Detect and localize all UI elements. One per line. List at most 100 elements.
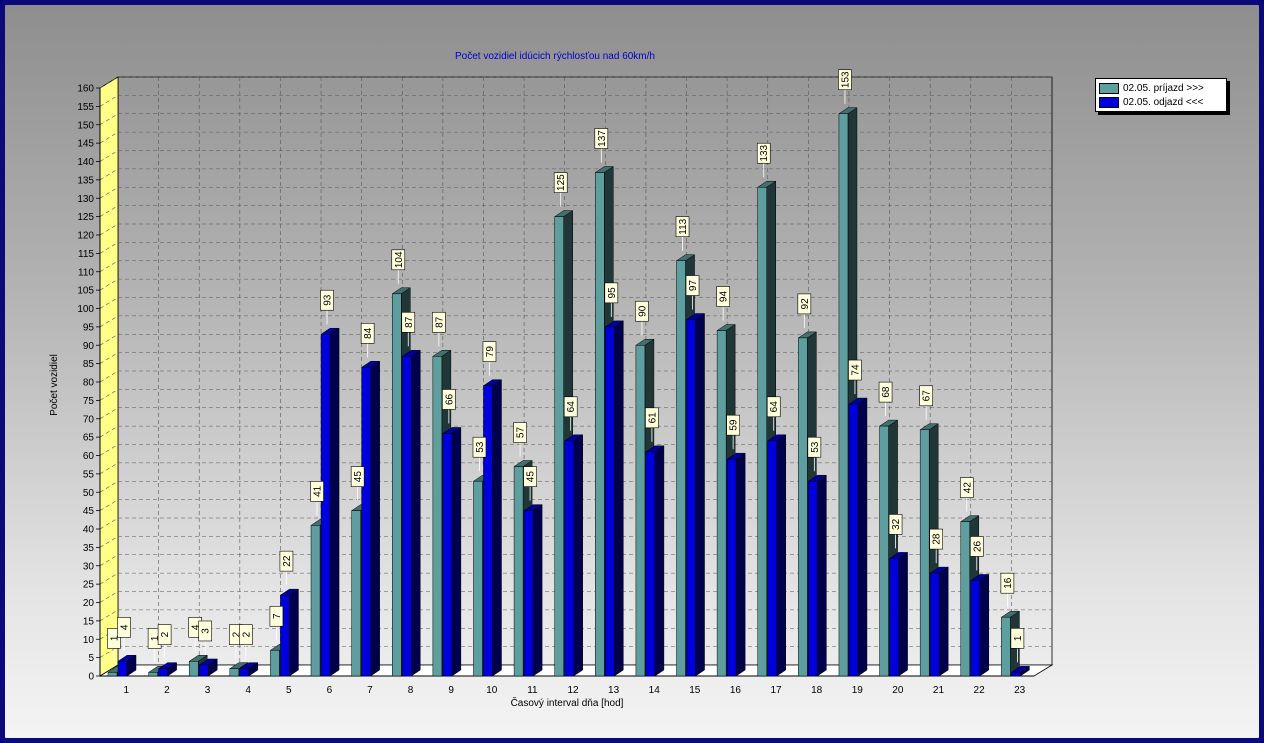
data-label-box bbox=[1000, 572, 1015, 594]
departure-data-label: 66 bbox=[444, 393, 455, 405]
y-tick-label: 150 bbox=[77, 120, 94, 131]
bar-front bbox=[879, 425, 889, 677]
arrival-data-label: 41 bbox=[313, 485, 324, 497]
arrival-data-label: 4 bbox=[191, 624, 202, 630]
x-tick-label: 19 bbox=[852, 685, 864, 696]
data-label-box bbox=[969, 536, 984, 557]
gridline-side bbox=[99, 186, 119, 199]
bar-front bbox=[919, 429, 930, 677]
gridline-side bbox=[99, 297, 119, 309]
gridline-side bbox=[99, 352, 119, 364]
data-label-box bbox=[472, 436, 487, 458]
gridline-side bbox=[99, 407, 119, 420]
bar-side bbox=[654, 445, 665, 677]
data-label-box bbox=[482, 341, 497, 362]
data-label-box bbox=[269, 605, 284, 627]
bar-front bbox=[107, 672, 118, 677]
data-label-box bbox=[878, 381, 893, 403]
arrival-data-label: 1 bbox=[150, 635, 161, 641]
x-tick-label: 5 bbox=[286, 685, 292, 696]
x-tick-label: 22 bbox=[974, 685, 986, 696]
chart-title: Počet vozidiel idúcich rýchlosťou nad 60… bbox=[455, 51, 655, 62]
departure-bar bbox=[1010, 665, 1031, 677]
bar-side bbox=[776, 434, 786, 677]
gridline-side bbox=[99, 591, 119, 603]
bar-front bbox=[645, 451, 656, 677]
bar-side bbox=[898, 551, 908, 677]
data-label-box bbox=[685, 275, 700, 296]
arrival-data-label: 113 bbox=[678, 218, 689, 234]
bar-side bbox=[289, 588, 299, 677]
gridline-side bbox=[99, 462, 119, 475]
x-tick-label: 10 bbox=[486, 685, 498, 696]
bar-front bbox=[351, 510, 361, 677]
y-tick-label: 45 bbox=[83, 506, 95, 517]
departure-data-label: 97 bbox=[688, 280, 699, 292]
data-label-box bbox=[442, 389, 456, 410]
arrival-data-label: 94 bbox=[719, 291, 730, 303]
bar-front bbox=[726, 458, 737, 677]
gridline-side bbox=[99, 517, 119, 530]
y-tick-label: 5 bbox=[88, 653, 94, 664]
bar-side bbox=[614, 320, 624, 677]
departure-data-label: 4 bbox=[120, 624, 131, 630]
departure-bar bbox=[198, 658, 219, 677]
y-tick-label: 25 bbox=[83, 580, 95, 591]
bar-side bbox=[695, 313, 705, 677]
data-label-box bbox=[645, 407, 659, 429]
bar-front bbox=[239, 668, 250, 677]
x-tick-label: 18 bbox=[811, 685, 823, 696]
data-label-box bbox=[929, 528, 943, 550]
bar-front bbox=[798, 337, 808, 677]
arrival-data-label: 87 bbox=[434, 316, 445, 328]
bar-front bbox=[595, 172, 605, 677]
arrival-data-label: 53 bbox=[475, 441, 486, 453]
departure-data-label: 74 bbox=[850, 364, 861, 376]
departure-data-label: 28 bbox=[932, 533, 943, 545]
gridline-side bbox=[99, 95, 119, 107]
bar-front bbox=[970, 580, 981, 677]
data-label-box bbox=[807, 436, 822, 458]
departure-data-label: 59 bbox=[729, 419, 740, 431]
arrival-data-label: 1 bbox=[110, 635, 121, 641]
arrival-data-label: 104 bbox=[394, 251, 405, 268]
bar-front bbox=[320, 333, 331, 677]
data-label-box bbox=[279, 550, 294, 572]
bar-front bbox=[483, 385, 493, 677]
gridline-side bbox=[99, 131, 119, 144]
legend-label-arrival: 02.05. príjazd >>> bbox=[1123, 82, 1204, 94]
gridline-side bbox=[99, 223, 119, 236]
legend-swatch-departure bbox=[1099, 96, 1119, 108]
y-tick-label: 125 bbox=[77, 212, 94, 223]
data-label-box bbox=[432, 311, 446, 333]
legend-item-departure: 02.05. odjazd <<< bbox=[1099, 95, 1223, 109]
gridline-side bbox=[99, 609, 119, 622]
y-tick-label: 20 bbox=[83, 598, 95, 609]
departure-bar bbox=[929, 566, 949, 677]
data-label-box bbox=[239, 624, 253, 645]
bar-front bbox=[1011, 672, 1021, 677]
departure-bar bbox=[685, 313, 706, 677]
departure-bar bbox=[848, 397, 868, 677]
bar-front bbox=[432, 356, 443, 677]
departure-bar bbox=[442, 426, 462, 677]
y-tick-label: 110 bbox=[78, 267, 94, 278]
departure-bar bbox=[239, 662, 259, 677]
data-label-box bbox=[360, 322, 375, 344]
departure-data-label: 3 bbox=[201, 628, 212, 634]
bar-front bbox=[554, 216, 564, 677]
departure-bar bbox=[645, 445, 665, 677]
departure-data-label: 2 bbox=[160, 631, 171, 637]
gridline-side bbox=[99, 425, 119, 438]
x-tick-label: 9 bbox=[448, 685, 454, 696]
y-tick-label: 40 bbox=[83, 525, 95, 536]
bar-front bbox=[188, 661, 199, 677]
data-label-box bbox=[320, 289, 334, 311]
y-tick-label: 55 bbox=[83, 469, 95, 480]
data-label-box bbox=[838, 69, 852, 91]
data-label-box bbox=[553, 172, 568, 193]
arrival-data-label: 45 bbox=[353, 471, 364, 483]
bar-front bbox=[929, 572, 940, 677]
gridline-side bbox=[99, 168, 119, 181]
gridline-side bbox=[99, 444, 119, 456]
